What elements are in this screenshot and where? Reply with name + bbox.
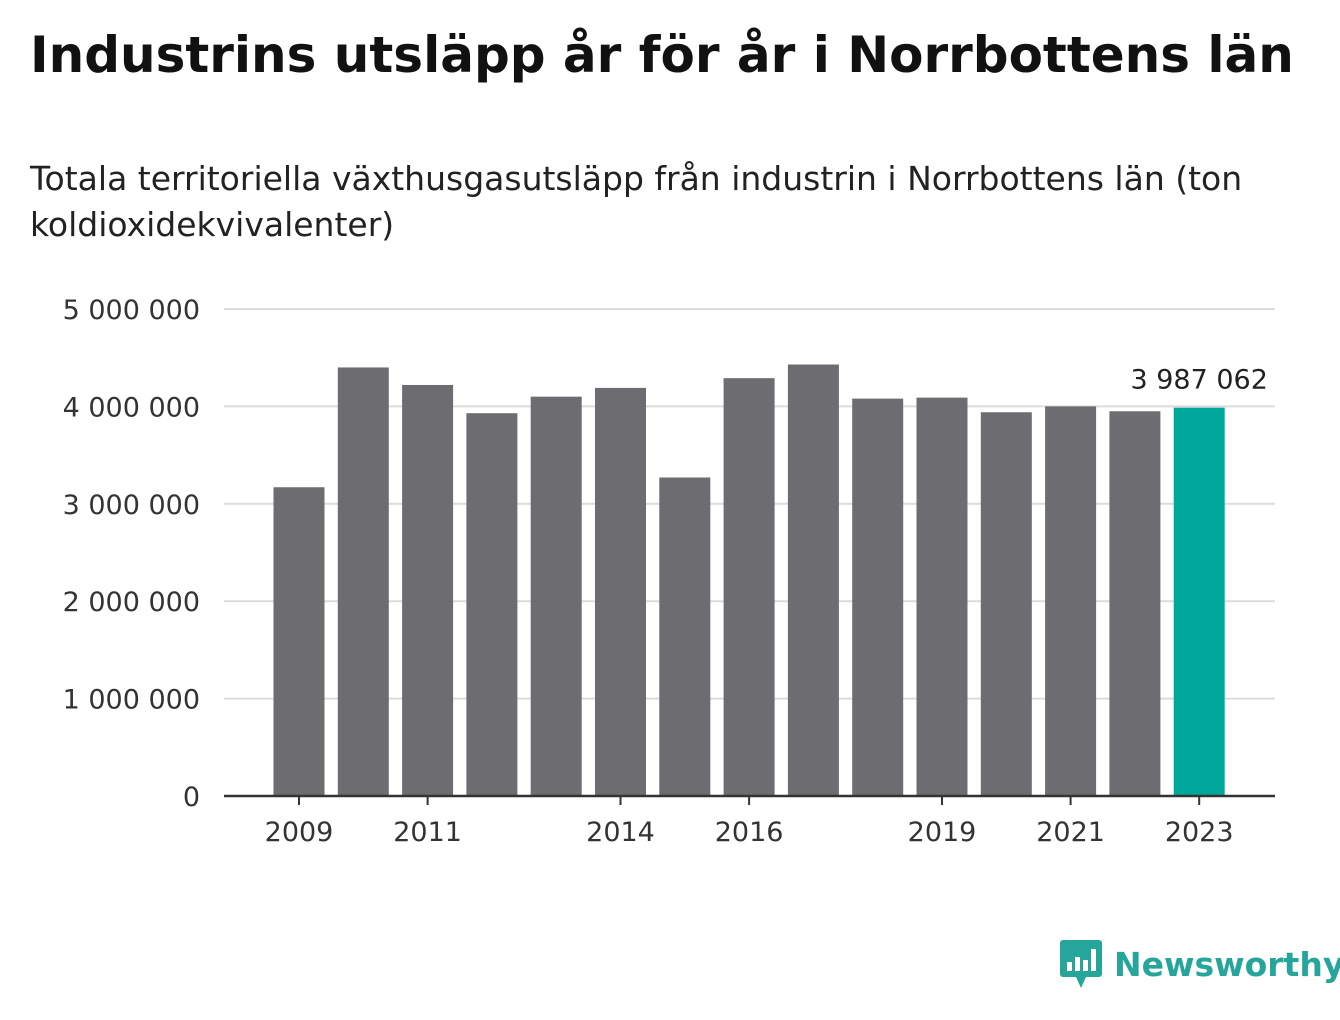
bar-2015 [659,477,711,796]
y-tick-label: 3 000 000 [63,490,200,521]
chart-title: Industrins utsläpp år för år i Norrbotte… [30,26,1294,84]
chart-subtitle: Totala territoriella växthusgasutsläpp f… [30,159,1243,244]
y-axis-tick-labels: 0 1 000 000 2 000 000 3 000 000 4 000 000 5 0… [63,295,200,813]
x-tick-label: 2011 [393,817,462,848]
bar-chart-speech-bubble-icon [1060,940,1102,988]
bars [273,364,1225,796]
x-tick-label: 2023 [1165,817,1234,848]
x-tick-label: 2021 [1036,817,1105,848]
bar-2014 [595,387,646,796]
y-tick-label: 5 000 000 [63,295,200,326]
bar-2021 [1045,406,1097,796]
bar-2013 [530,396,582,796]
bar-2010 [337,367,389,796]
bar-2022 [1109,411,1161,796]
value-annotation: 3 987 062 [1130,365,1267,396]
brand-name: Newsworthy [1114,944,1340,984]
bar-2023 [1173,407,1225,796]
x-tick-label: 2014 [586,817,655,848]
bar-2020 [980,412,1032,796]
x-tick-label: 2016 [715,817,784,848]
newsworthy-logo: Newsworthy [1060,938,1340,990]
y-tick-label: 0 [183,782,200,813]
bar-2016 [723,378,775,796]
y-tick-label: 4 000 000 [63,392,200,423]
bar-2019 [916,397,968,796]
bar-2011 [402,384,454,796]
x-tick-label: 2009 [265,817,334,848]
bar-2018 [852,398,904,796]
bar-2009 [273,487,325,796]
bar-2017 [787,364,839,796]
y-tick-label: 2 000 000 [63,587,200,618]
x-axis-ticks: 2009 2011 2014 2016 2019 2021 2023 [265,796,1234,848]
bar-2012 [466,413,518,796]
value-label-2023: 3 987 062 [1130,365,1267,396]
y-tick-label: 1 000 000 [63,685,200,716]
bar-chart: 0 1 000 000 2 000 000 3 000 000 4 000 000 5 0… [63,295,1275,848]
x-tick-label: 2019 [908,817,977,848]
